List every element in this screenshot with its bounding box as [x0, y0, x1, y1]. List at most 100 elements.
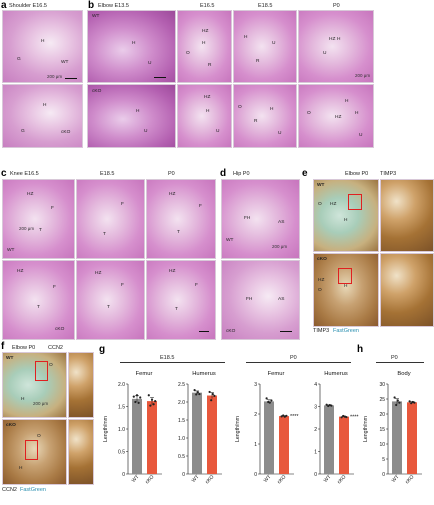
genotype-label-wt: WT	[7, 248, 15, 253]
micrograph-timp3-cko-zoom	[380, 253, 434, 327]
label-olecranon: O	[318, 288, 322, 293]
data-point	[139, 396, 142, 399]
group-rule-p0	[246, 362, 351, 363]
panel-b-title-e18: E18.5	[258, 3, 273, 9]
micrograph-shoulder-wt: H G WT 200 μm	[2, 10, 83, 83]
label-radius: R	[256, 59, 260, 64]
data-point	[196, 391, 199, 394]
label-ulna: U	[148, 61, 152, 66]
bar-wt	[264, 401, 274, 474]
bar-cko	[339, 416, 349, 474]
data-point	[132, 395, 135, 398]
data-point	[393, 396, 396, 399]
micrograph-elbow-e18-cko: O H R U	[233, 84, 297, 148]
scale-bar	[199, 331, 209, 332]
label-tibia: T	[37, 305, 40, 310]
micrograph-ccn2-wt: WT O H 200 μm	[2, 352, 67, 418]
y-tick-label: 2	[314, 427, 317, 433]
x-tick-label: WT	[191, 474, 201, 484]
micrograph-knee-p0-wt: HZ F T	[146, 179, 216, 259]
data-point	[325, 403, 328, 406]
y-tick-label: 30	[379, 382, 385, 388]
genotype-label-cko: cKO	[6, 423, 16, 428]
label-ulna: U	[323, 51, 327, 56]
micrograph-shoulder-cko: H G cKO	[2, 84, 83, 148]
bar-wt	[132, 398, 142, 474]
y-tick-label: 0	[182, 472, 185, 478]
panel-c-title-p0: P0	[168, 171, 175, 177]
y-tick-label: 3	[314, 404, 317, 410]
x-tick-label: cKO	[276, 474, 287, 485]
chart-body-p0: Body Length/mm 0 5 10 15 20 25 30 WT cKO	[360, 362, 430, 500]
data-point	[152, 403, 155, 406]
label-radius: R	[254, 119, 258, 124]
label-humerus: H	[43, 103, 47, 108]
bar-wt	[192, 392, 202, 474]
data-point	[330, 404, 333, 407]
y-tick-label: 20	[379, 412, 385, 418]
label-hz: HZ	[169, 192, 176, 197]
micrograph-ccn2-cko-zoom	[68, 419, 94, 485]
label-humerus: H	[206, 109, 210, 114]
label-hz: HZ	[318, 278, 325, 283]
data-point	[211, 392, 214, 396]
label-tibia: T	[107, 305, 110, 310]
y-tick-label: 15	[379, 427, 385, 433]
panel-b-title-e16: E16.5	[200, 3, 215, 9]
chart-femur-p0: Femur Length/mm 0 1 2 3 WT cKO ****	[232, 362, 299, 500]
panel-e-footer-counter: FastGreen	[333, 328, 359, 334]
label-ulna: U	[272, 41, 276, 46]
label-humerus: H	[21, 397, 25, 402]
panel-label-g: g	[99, 344, 106, 355]
zoom-region-box	[338, 268, 352, 284]
bar-cko	[207, 395, 217, 474]
panel-label-c: c	[1, 168, 7, 179]
scale-bar-label: 200 μm	[19, 226, 35, 231]
genotype-label-cko: cKO	[92, 89, 102, 94]
label-hz: HZ	[335, 115, 342, 120]
panel-d-title: Hip P0	[233, 171, 250, 177]
data-point	[283, 415, 286, 418]
label-ulna: U	[216, 129, 220, 134]
group-rule-e18	[120, 362, 225, 363]
micrograph-elbow-e13-wt: WT H U	[87, 10, 176, 83]
label-hz: HZ	[95, 271, 102, 276]
y-tick-label: 3	[254, 382, 257, 388]
y-tick-label: 1.0	[178, 436, 185, 442]
y-tick-label: 1	[254, 442, 257, 448]
chart-humerus-p0: Humerus 0 1 2 3 4 WT cKO ****	[292, 362, 359, 500]
x-tick-label: WT	[323, 474, 333, 484]
label-glenoid: G	[21, 129, 25, 134]
micrograph-ccn2-wt-zoom	[68, 352, 94, 418]
group-rule-h	[376, 362, 424, 363]
panel-e-stain: TIMP3	[380, 171, 397, 177]
label-hz: HZ	[27, 192, 34, 197]
label-olecranon: O	[307, 111, 311, 116]
bar-cko	[147, 401, 157, 474]
data-point	[345, 415, 348, 419]
bar-wt	[324, 405, 334, 474]
label-femoral-head: FH	[246, 297, 253, 302]
genotype-label-wt: WT	[61, 60, 69, 65]
data-point	[282, 414, 285, 417]
scale-bar	[280, 331, 292, 332]
label-humerus: H	[355, 111, 359, 116]
micrograph-elbow-p0-wt: HZ H U 200 μm	[298, 10, 374, 83]
chart-svg: Femur Length/mm 0 1 2 3 WT cKO ****	[235, 371, 299, 485]
genotype-label-cko: cKO	[55, 327, 65, 332]
panel-f-footer-counter: FastGreen	[20, 487, 46, 493]
chart-svg: Humerus 0 0.5 1.0 1.5 2.0 2.5 WT cKO	[178, 371, 222, 485]
label-femur: F	[121, 283, 124, 288]
significance-marker: ****	[350, 415, 359, 421]
label-femur: F	[121, 202, 124, 207]
panel-label-d: d	[220, 168, 227, 179]
scale-bar-label: 200 μm	[355, 73, 371, 78]
label-tibia: T	[39, 228, 42, 233]
label-ulna: U	[144, 129, 148, 134]
data-point	[147, 394, 150, 397]
micrograph-knee-p0-cko: HZ F T	[146, 260, 216, 340]
chart-title: Humerus	[192, 371, 216, 377]
genotype-label-cko: cKO	[61, 130, 71, 135]
label-humerus: H	[244, 35, 248, 40]
data-point	[137, 401, 140, 404]
